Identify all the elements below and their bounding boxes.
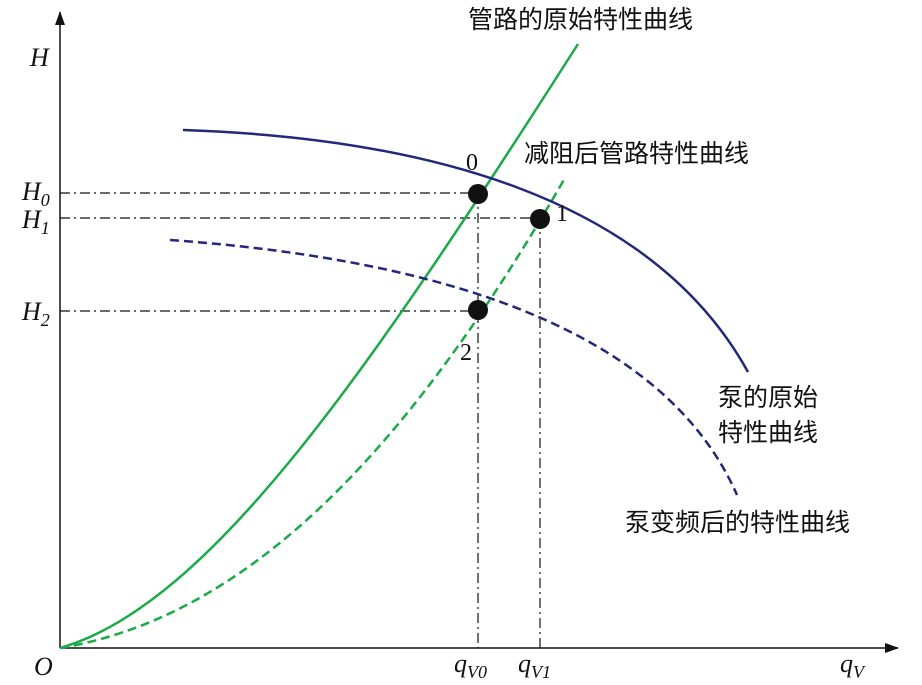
x-axis-label: qV: [840, 649, 866, 682]
symbol: H: [21, 177, 42, 206]
point-label: 0: [466, 150, 478, 176]
pipe-reduced-curve: [59, 177, 567, 650]
subscript: V: [853, 662, 866, 682]
pump-original-curve: [182, 128, 750, 373]
symbol: q: [518, 649, 531, 678]
operating-point: [530, 209, 550, 229]
symbol: q: [840, 649, 853, 678]
operating-point: [468, 184, 488, 204]
pipe-original-curve: [59, 43, 580, 650]
subscript: 0: [41, 190, 50, 210]
y-axis-label: H: [29, 43, 50, 72]
symbol: H: [21, 297, 42, 326]
subscript: V1: [531, 662, 551, 682]
curve-label: 泵变频后的特性曲线: [625, 508, 850, 537]
point-label: 2: [460, 340, 472, 366]
origin-label: O: [34, 652, 53, 681]
curve-label: 泵的原始: [718, 383, 818, 412]
curve-label: 特性曲线: [718, 418, 818, 447]
y-mark: H1: [21, 205, 50, 238]
operating-point: [468, 300, 488, 320]
symbol: q: [454, 649, 467, 678]
y-mark: H2: [21, 297, 50, 330]
curve-label: 管路的原始特性曲线: [468, 5, 693, 34]
x-mark: qV0: [454, 649, 487, 682]
y-mark: H0: [21, 177, 50, 210]
subscript: V0: [467, 662, 487, 682]
pump-vfd-curve: [169, 238, 739, 496]
subscript: 1: [41, 218, 50, 238]
point-label: 1: [556, 201, 568, 227]
symbol: H: [21, 205, 42, 234]
subscript: 2: [41, 310, 50, 330]
x-mark: qV1: [518, 649, 551, 682]
curve-label: 减阻后管路特性曲线: [524, 139, 749, 168]
